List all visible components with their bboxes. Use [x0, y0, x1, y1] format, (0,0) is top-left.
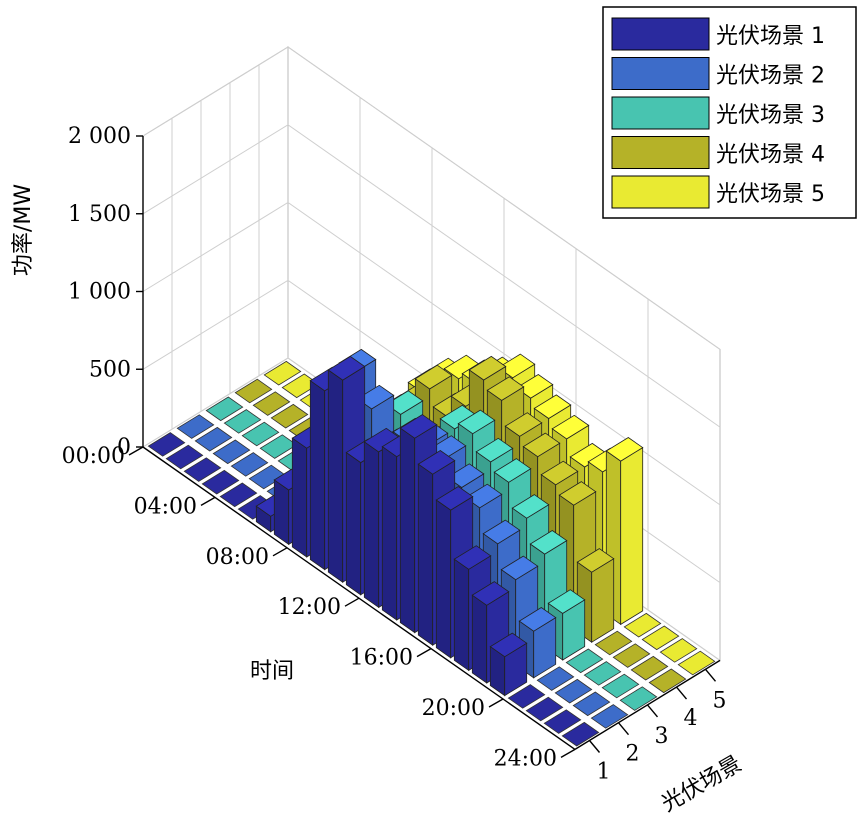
scenario-tick-label: 2: [626, 742, 640, 767]
floor-tile: [183, 457, 222, 482]
floor-tile: [536, 666, 575, 691]
floor-tile: [201, 469, 240, 495]
floor-tile: [619, 686, 658, 711]
bar: [605, 437, 644, 626]
floor-tile: [561, 721, 600, 747]
floor-tile: [554, 678, 593, 704]
time-tick-label: 12:00: [278, 595, 341, 620]
floor-tile: [659, 638, 698, 663]
time-axis-label: 时间: [250, 659, 294, 684]
scenario-axis-label: 光伏场景: [657, 752, 746, 818]
floor-tile: [648, 668, 687, 694]
power-tick-label: 1 000: [68, 280, 131, 305]
power-tick-label: 0: [117, 435, 131, 460]
floor-tile: [612, 643, 651, 668]
floor-tile: [507, 684, 546, 709]
scenario-tick-label: 4: [684, 706, 698, 731]
legend-swatch: [611, 57, 710, 90]
floor-tile: [219, 482, 258, 508]
floor-tile: [230, 452, 269, 477]
legend-label: 光伏场景 2: [716, 64, 825, 89]
legend-label: 光伏场景 4: [716, 143, 825, 168]
scenario-tick-label: 1: [597, 760, 611, 785]
time-tick-label: 24:00: [494, 746, 557, 771]
legend-swatch: [611, 136, 710, 169]
legend-label: 光伏场景 1: [716, 24, 825, 49]
floor-tile: [677, 650, 716, 676]
floor-tile: [205, 396, 244, 422]
power-tick-label: 2 000: [68, 124, 131, 149]
floor-tile: [223, 409, 262, 434]
floor-tile: [590, 704, 629, 729]
time-axis: 00:00 04:00 08:00 12:00 16:00 20:00 24:00: [62, 444, 576, 771]
legend-label: 光伏场景 5: [716, 182, 825, 207]
floor-tile: [543, 709, 582, 734]
floor-tile: [241, 421, 280, 447]
bar: [489, 632, 528, 697]
floor-tile: [270, 403, 309, 429]
floor-tile: [252, 391, 291, 416]
floor-tile: [234, 378, 273, 404]
legend-swatch: [611, 17, 710, 51]
floor-tile: [147, 432, 186, 457]
floor-tile: [594, 630, 633, 656]
bars: [255, 348, 644, 697]
floor-tile: [601, 673, 640, 699]
power-tick-label: 1 500: [68, 202, 131, 227]
floor-tile: [525, 696, 564, 722]
legend-swatch: [611, 96, 710, 130]
time-tick-label: 08:00: [206, 545, 269, 570]
power-tick-label: 500: [89, 357, 131, 382]
scenario-tick-label: 3: [655, 724, 669, 749]
floor-tile: [641, 625, 680, 651]
floor-tile: [630, 655, 669, 681]
legend-swatch: [611, 175, 710, 209]
legend-label: 光伏场景 3: [716, 103, 825, 128]
time-tick-label: 04:00: [134, 494, 197, 519]
floor-tile: [194, 426, 233, 452]
floor-tile: [263, 360, 302, 386]
time-tick-label: 20:00: [422, 696, 485, 721]
time-tick-label: 00:00: [62, 444, 125, 469]
floor-tile: [165, 444, 204, 470]
power-axis: 0 500 1 000 1 500 2 000: [68, 124, 144, 460]
floor-tile: [623, 612, 662, 638]
floor-tile: [583, 661, 622, 686]
floor-tile: [572, 691, 611, 717]
floor-tile: [212, 439, 251, 465]
power-axis-label: 功率/MW: [11, 184, 36, 276]
scenario-tick-label: 5: [713, 688, 727, 713]
floor-tile: [176, 414, 215, 439]
floor-tile: [565, 648, 604, 674]
time-tick-label: 16:00: [350, 646, 413, 671]
legend: 光伏场景 1 光伏场景 2 光伏场景 3 光伏场景 4 光伏场景 5: [602, 6, 857, 219]
